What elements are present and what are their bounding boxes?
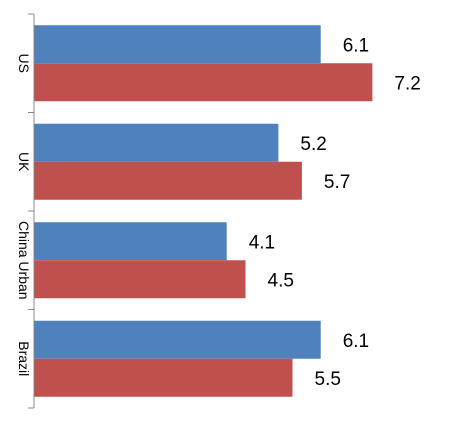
bars-layer [34, 25, 373, 397]
value-label-uk-series-1: 5.2 [300, 134, 326, 155]
value-label-china-urban-series-1: 4.1 [249, 232, 275, 253]
bar-uk-series-1 [34, 123, 279, 162]
value-label-brazil-series-1: 6.1 [343, 331, 369, 352]
value-label-us-series-1: 6.1 [343, 35, 369, 56]
bar-brazil-series-2 [34, 358, 293, 397]
bar-uk-series-2 [34, 161, 302, 200]
value-label-uk-series-2: 5.7 [324, 172, 350, 193]
bar-china-urban-series-2 [34, 260, 246, 299]
category-label-china-urban: China Urban [16, 221, 32, 300]
bar-us-series-1 [34, 25, 321, 64]
value-label-china-urban-series-2: 4.5 [268, 270, 294, 291]
value-label-us-series-2: 7.2 [394, 73, 420, 94]
category-label-brazil: Brazil [16, 341, 32, 376]
bar-china-urban-series-1 [34, 222, 227, 261]
axis-layer [28, 13, 35, 409]
category-label-uk: UK [16, 152, 32, 172]
bar-brazil-series-1 [34, 320, 321, 359]
category-label-us: US [16, 54, 32, 73]
bar-us-series-2 [34, 63, 373, 102]
value-label-brazil-series-2: 5.5 [315, 369, 341, 390]
